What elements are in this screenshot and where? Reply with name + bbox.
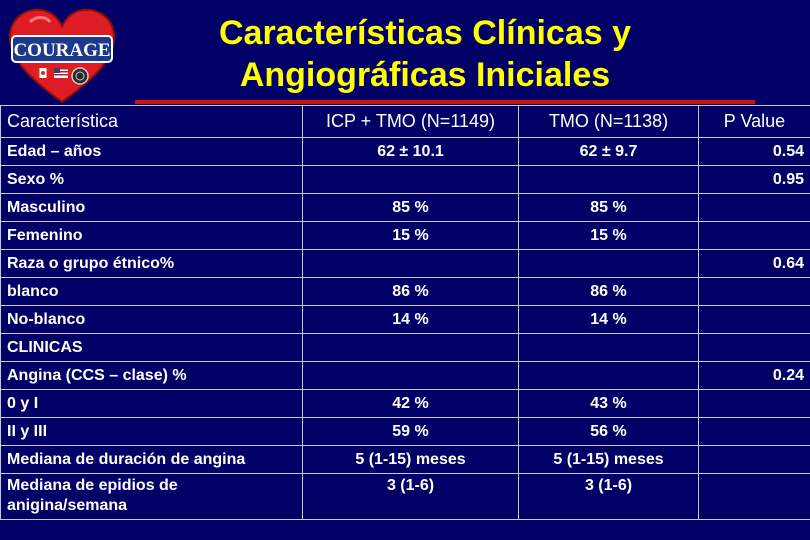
cell-tmo: 85 % [518,193,699,222]
cell-p-value: 0.24 [698,361,810,390]
cell-tmo: 5 (1-15) meses [518,445,699,474]
cell-tmo: 15 % [518,221,699,250]
cell-icp-tmo: 85 % [302,193,519,222]
table-row: Raza o grupo étnico% 0.64 [0,249,810,278]
cell-p-value [698,473,810,520]
row-label: Femenino [0,221,303,250]
cell-p-value: 0.95 [698,165,810,194]
header-p-value: P Value [698,105,810,138]
cell-icp-tmo: 5 (1-15) meses [302,445,519,474]
usa-flag-icon [54,68,68,78]
cell-tmo: 3 (1-6) [518,473,699,520]
cell-icp-tmo: 86 % [302,277,519,306]
row-label: CLINICAS [0,333,303,362]
title-underline [135,100,755,104]
row-label: Mediana de duración de angina [0,445,303,474]
cell-p-value [698,305,810,334]
cell-p-value [698,333,810,362]
cell-p-value [698,193,810,222]
cell-p-value: 0.64 [698,249,810,278]
cell-icp-tmo [302,361,519,390]
cell-icp-tmo [302,165,519,194]
cell-tmo: 86 % [518,277,699,306]
row-label: Angina (CCS – clase) % [0,361,303,390]
table-row: Femenino 15 % 15 % [0,221,810,250]
row-label: Mediana de epidios de anigina/semana [0,473,303,520]
table-row: II y III 59 % 56 % [0,417,810,446]
va-seal-icon [71,67,89,85]
header-icp-tmo: ICP + TMO (N=1149) [302,105,519,138]
cell-tmo: 56 % [518,417,699,446]
cell-icp-tmo [302,333,519,362]
row-label: Raza o grupo étnico% [0,249,303,278]
cell-tmo: 62 ± 9.7 [518,137,699,166]
row-label: Sexo % [0,165,303,194]
table-row: 0 y I 42 % 43 % [0,389,810,418]
slide-title: Características Clínicas y Angiográficas… [140,12,710,96]
table-row: Mediana de epidios de anigina/semana 3 (1… [0,473,810,520]
slide-header: COURAGE Características Clínicas y Angio… [0,0,810,106]
row-label: 0 y I [0,389,303,418]
row-label: Masculino [0,193,303,222]
cell-p-value [698,389,810,418]
cell-tmo [518,249,699,278]
row-label: No-blanco [0,305,303,334]
cell-icp-tmo [302,249,519,278]
cell-icp-tmo: 42 % [302,389,519,418]
cell-p-value [698,417,810,446]
row-label: II y III [0,417,303,446]
table-row: CLINICAS [0,333,810,362]
characteristics-table: Característica ICP + TMO (N=1149) TMO (N… [0,105,810,520]
table-header-row: Característica ICP + TMO (N=1149) TMO (N… [0,105,810,138]
cell-tmo [518,361,699,390]
cell-icp-tmo: 14 % [302,305,519,334]
header-tmo: TMO (N=1138) [518,105,699,138]
cell-p-value [698,277,810,306]
cell-icp-tmo: 62 ± 10.1 [302,137,519,166]
cell-tmo [518,333,699,362]
cell-icp-tmo: 3 (1-6) [302,473,519,520]
row-label: Edad – años [0,137,303,166]
title-line-1: Características Clínicas y [218,14,632,52]
table-row: Edad – años 62 ± 10.1 62 ± 9.7 0.54 [0,137,810,166]
table-row: Mediana de duración de angina 5 (1-15) me… [0,445,810,474]
table-row: Angina (CCS – clase) % 0.24 [0,361,810,390]
cell-tmo: 43 % [518,389,699,418]
cell-p-value [698,445,810,474]
cell-icp-tmo: 15 % [302,221,519,250]
cell-tmo [518,165,699,194]
logo-text: COURAGE [13,40,110,61]
table-row: No-blanco 14 % 14 % [0,305,810,334]
courage-heart-logo: COURAGE [8,8,116,104]
canada-flag-icon [36,68,50,78]
cell-p-value [698,221,810,250]
row-label: blanco [0,277,303,306]
cell-icp-tmo: 59 % [302,417,519,446]
header-characteristic: Característica [0,105,303,138]
table-row: Sexo % 0.95 [0,165,810,194]
cell-p-value: 0.54 [698,137,810,166]
cell-tmo: 14 % [518,305,699,334]
table-row: Masculino 85 % 85 % [0,193,810,222]
table-row: blanco 86 % 86 % [0,277,810,306]
title-line-2: Angiográficas Iniciales [239,56,611,94]
